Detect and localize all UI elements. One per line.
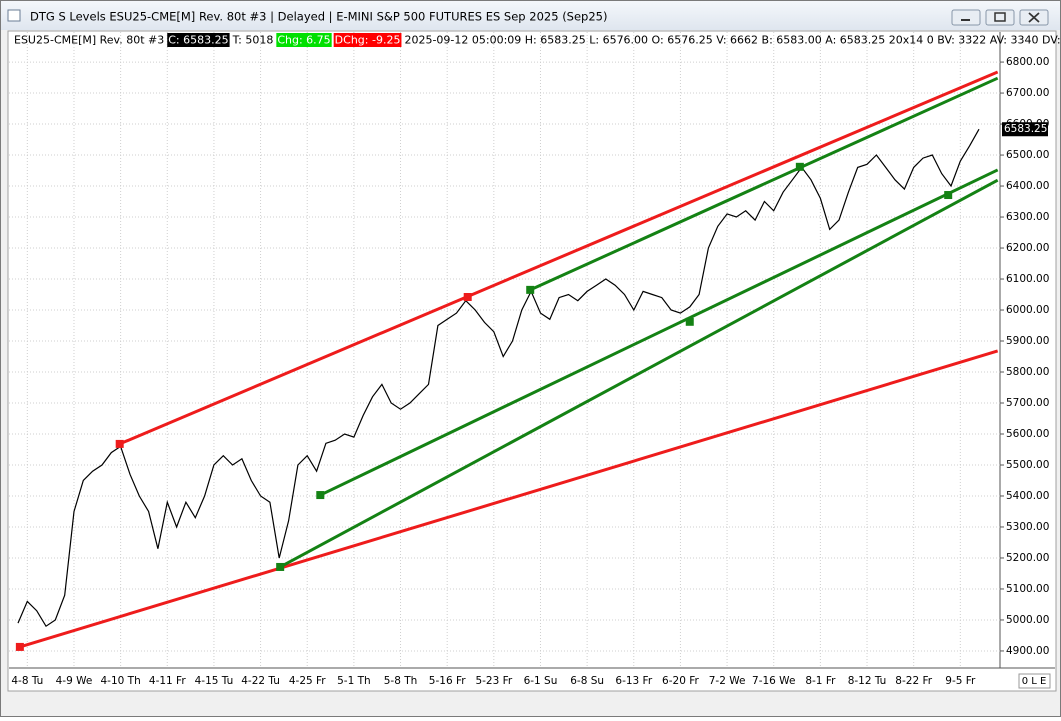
x-tick-label: 6-8 Su	[570, 675, 604, 687]
info-badge	[167, 33, 230, 47]
y-tick-label: 6000.00	[1006, 304, 1049, 316]
y-tick-label: 5400.00	[1006, 490, 1049, 502]
x-tick-label: 4-15 Tu	[195, 675, 234, 687]
x-tick-label: 8-1 Fr	[805, 675, 836, 687]
info-dchange: DChg: -9.25	[335, 34, 401, 47]
info-change: Chg: 6.75	[277, 34, 330, 47]
anchor-marker	[15, 642, 24, 651]
x-tick-label: 6-20 Fr	[662, 675, 699, 687]
anchor-marker	[276, 562, 285, 571]
trendline	[529, 76, 999, 292]
x-tick-label: 6-13 Fr	[615, 675, 652, 687]
x-tick-label: 7-2 We	[709, 675, 746, 687]
y-tick-label: 5700.00	[1006, 397, 1049, 409]
price-line	[17, 128, 980, 628]
info-symbol: ESU25-CME[M] Rev. 80t #3	[14, 34, 164, 47]
plot: 6583.25	[15, 70, 1048, 651]
anchor-marker	[463, 293, 472, 301]
trendline	[119, 70, 999, 446]
x-tick-label: 5-16 Fr	[429, 675, 466, 687]
maximize-button[interactable]	[985, 9, 1015, 26]
y-tick-label: 6400.00	[1006, 180, 1049, 192]
y-tick-label: 6200.00	[1006, 242, 1049, 254]
x-tick-label: 8-12 Tu	[848, 675, 887, 687]
y-tick-label: 5000.00	[1006, 614, 1049, 626]
minimize-button[interactable]	[951, 9, 981, 26]
x-tick-label: 4-22 Tu	[241, 675, 280, 687]
info-details: 2025-09-12 05:00:09 H: 6583.25 L: 6576.0…	[404, 34, 1061, 47]
window-title: DTG S Levels ESU25-CME[M] Rev. 80t #3 | …	[30, 10, 607, 24]
y-tick-label: 6300.00	[1006, 211, 1049, 223]
x-tick-label: 4-11 Fr	[149, 675, 186, 687]
x-tick-label: 5-8 Th	[384, 675, 418, 687]
x-tick-label: 4-25 Fr	[289, 675, 326, 687]
y-tick-label: 5600.00	[1006, 428, 1049, 440]
info-badge	[333, 33, 402, 47]
chart-area	[7, 30, 1057, 692]
x-tick-label: 4-9 We	[56, 675, 93, 687]
info-line: ESU25-CME[M] Rev. 80t #3 C: 6583.25 T: 501…	[14, 33, 1061, 47]
y-tick-label: 5900.00	[1006, 335, 1049, 347]
last-price-label: 6583.25	[1004, 123, 1047, 135]
x-tick-label: 8-22 Fr	[895, 675, 932, 687]
close-icon	[1028, 12, 1040, 23]
y-tick-label: 5100.00	[1006, 583, 1049, 595]
window-buttons[interactable]	[951, 9, 1049, 26]
x-tick-label: 6-1 Su	[524, 675, 558, 687]
info-badge	[276, 33, 332, 47]
anchor-marker	[115, 439, 124, 448]
anchor-marker	[316, 491, 325, 500]
y-tick-label: 5300.00	[1006, 521, 1049, 533]
x-tick-label: 9-5 Fr	[945, 675, 976, 687]
anchor-marker	[944, 191, 953, 200]
trendline	[279, 178, 999, 569]
trendline	[319, 168, 999, 497]
last-price-box	[1002, 122, 1048, 137]
x-tick-label: 4-10 Th	[101, 675, 141, 687]
y-tick-label: 6100.00	[1006, 273, 1049, 285]
anchor-marker	[795, 162, 804, 171]
y-tick-label: 6500.00	[1006, 149, 1049, 161]
y-tick-label: 5500.00	[1006, 459, 1049, 471]
y-tick-label: 4900.00	[1006, 645, 1049, 657]
info-close: C: 6583.25	[168, 34, 228, 47]
x-tick-label: 4-8 Tu	[11, 675, 43, 687]
y-tick-label: 6700.00	[1006, 87, 1049, 99]
window-icon	[7, 9, 21, 22]
grid: 4900.00 5000.00 5100.00 5200.00 5300.00 5400.…	[9, 32, 1049, 687]
x-tick-label: 5-1 Th	[337, 675, 371, 687]
anchor-marker	[526, 285, 535, 294]
title-bar	[1, 1, 1060, 30]
y-tick-label: 5200.00	[1006, 552, 1049, 564]
y-tick-label: 5800.00	[1006, 366, 1049, 378]
status-box	[1018, 673, 1051, 689]
x-tick-label: 5-23 Fr	[475, 675, 512, 687]
trendline	[19, 349, 999, 649]
y-tick-label: 6800.00	[1006, 56, 1049, 68]
status-text: 0 L E	[1022, 676, 1047, 687]
anchor-marker	[685, 317, 694, 326]
x-tick-label: 7-16 We	[752, 675, 795, 687]
info-ticks: T: 5018	[232, 34, 274, 47]
maximize-icon	[994, 12, 1006, 22]
